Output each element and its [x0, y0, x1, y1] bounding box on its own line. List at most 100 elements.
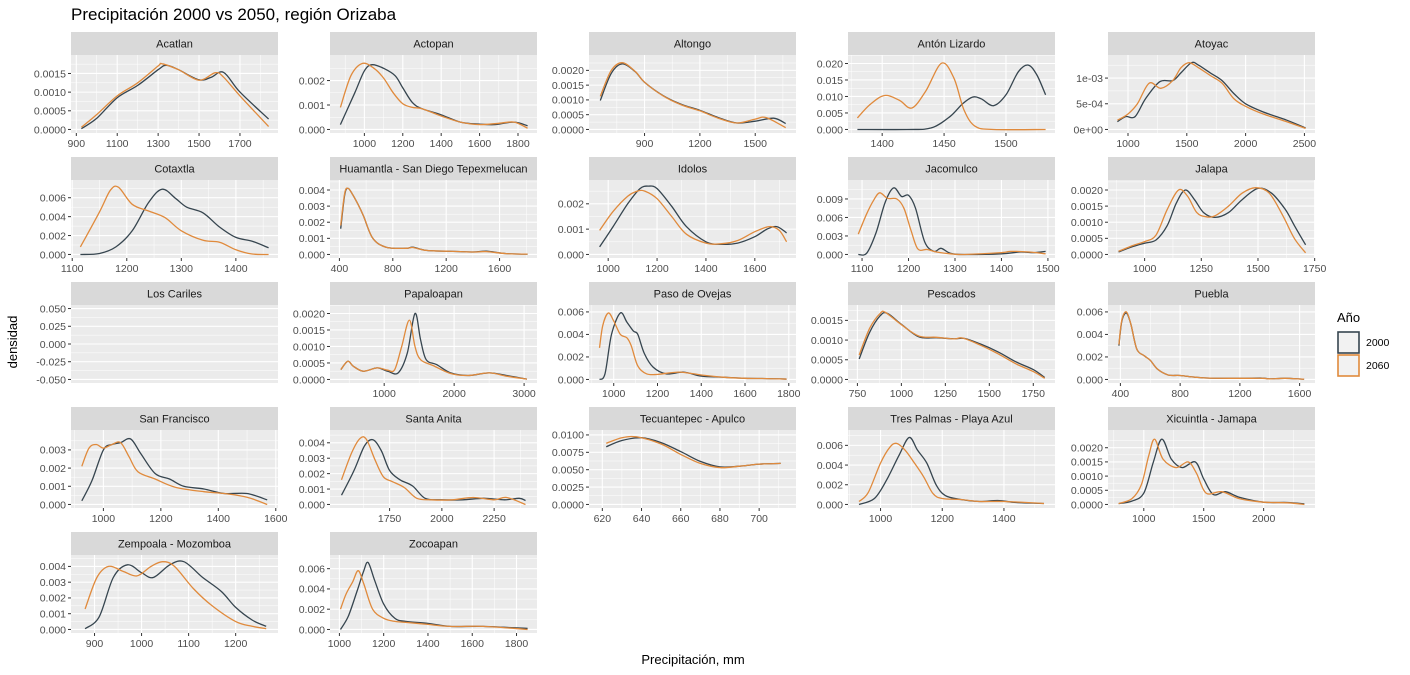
strip-label: Jalapa: [1195, 164, 1228, 176]
y-tick-label: 0.000: [40, 339, 66, 351]
density-curve-2060: [339, 570, 528, 631]
strip-label: Idolos: [678, 164, 708, 176]
legend-key-2060: [1337, 354, 1360, 377]
y-tick-label: 0.002: [299, 217, 325, 229]
x-tick-label: 1500: [1246, 263, 1270, 275]
x-tick-label: 1600: [468, 138, 492, 150]
x-tick-label: 1400: [430, 138, 454, 150]
y-tick-label: 0.001: [299, 100, 325, 112]
y-tick-label: 0.015: [817, 75, 843, 87]
y-tick-label: 0.000: [1077, 374, 1103, 386]
strip-label: Antón Lizardo: [918, 39, 986, 51]
y-tick-label: 0.0015: [293, 325, 325, 337]
panel-background: [848, 430, 1055, 508]
y-tick-label: 0.009: [817, 194, 843, 206]
x-tick-label: 1250: [1190, 263, 1214, 275]
y-tick-label: 0.0050: [552, 464, 584, 476]
y-tick-label: 0.003: [299, 201, 325, 213]
x-tick-label: 1000: [353, 138, 377, 150]
x-tick-label: 1400: [992, 513, 1016, 525]
strip-background: [330, 32, 537, 55]
legend-label-2000: 2000: [1366, 337, 1390, 349]
y-tick-label: 0.0000: [1071, 499, 1103, 511]
y-tick-label: 0.002: [1077, 352, 1103, 364]
strip-background: [71, 407, 278, 430]
density-curve-2000: [80, 188, 269, 256]
x-tick-label: 1300: [146, 138, 170, 150]
y-tick-label: 0.0015: [552, 80, 584, 92]
panel-background: [330, 555, 537, 633]
x-tick-label: 1000: [1132, 513, 1156, 525]
density-curve-2000: [857, 64, 1047, 131]
x-tick-label: 1200: [391, 138, 415, 150]
y-tick-label: 0.0000: [293, 374, 325, 386]
x-tick-label: 2250: [482, 513, 506, 525]
x-tick-label: 1200: [897, 263, 921, 275]
panel-background: [330, 55, 537, 133]
y-tick-label: 0.004: [299, 584, 325, 596]
y-tick-label: 0.0000: [811, 374, 843, 386]
panel-background: [71, 180, 278, 258]
panel-background: [330, 430, 537, 508]
y-tick-label: 0.000: [299, 124, 325, 136]
x-tick-label: 1000: [1133, 263, 1157, 275]
x-tick-label: 1500: [1175, 138, 1199, 150]
x-tick-label: 2000: [442, 388, 466, 400]
strip-label: Jacomulco: [925, 164, 978, 176]
density-curve-2000: [858, 436, 1045, 506]
strip-background: [848, 157, 1055, 180]
x-tick-label: 1200: [224, 638, 248, 650]
x-tick-label: 800: [1171, 388, 1189, 400]
x-tick-label: 1200: [688, 138, 712, 150]
x-tick-label: 1000: [92, 513, 116, 525]
strip-background: [330, 407, 537, 430]
y-axis-title: densidad: [5, 316, 20, 369]
x-tick-label: 1100: [106, 138, 129, 150]
y-tick-label: 0.000: [40, 499, 66, 511]
x-tick-label: 660: [672, 513, 690, 525]
legend-title: Año: [1337, 310, 1360, 325]
x-tick-label: 1200: [931, 513, 955, 525]
panel-pescados: Pescados 750 1000 1250 1500 1750 0.0000 0.0005 0…: [811, 282, 1055, 400]
y-tick-label: 0.0010: [811, 335, 843, 347]
strip-label: Tecuantepec - Apulco: [640, 414, 745, 426]
strip-label: Cotaxtla: [154, 164, 195, 176]
strip-label: Papaloapan: [404, 289, 463, 301]
y-tick-label: 0.000: [558, 374, 584, 386]
panel-altongo: Altongo 900 1200 1500 0.0000 0.0005 0.0010 0.00…: [552, 32, 796, 150]
density-curve-2060: [1117, 62, 1306, 130]
panel-puebla: Puebla 400 800 1200 1600 0.000 0.002 0.004 0.006: [1077, 282, 1315, 400]
x-tick-label: 1800: [505, 638, 529, 650]
density-curve-2060: [80, 62, 270, 128]
strip-background: [1108, 157, 1315, 180]
y-tick-label: 0.001: [40, 608, 66, 620]
y-tick-label: 0.0020: [293, 308, 325, 320]
density-curve-2060: [1118, 438, 1305, 506]
x-tick-label: 1200: [646, 388, 670, 400]
x-tick-label: 1400: [207, 513, 231, 525]
strip-label: San Francisco: [139, 414, 209, 426]
panel-actopan: Actopan 1000 1200 1400 1600 1800 0.000 0.001 0.0…: [299, 32, 537, 150]
panel-background: [589, 180, 796, 258]
x-tick-label: 1600: [1288, 388, 1312, 400]
x-tick-label: 1000: [1116, 138, 1140, 150]
strip-label: Paso de Ovejas: [654, 289, 732, 301]
x-tick-label: 1000: [373, 388, 397, 400]
x-tick-label: 1600: [488, 263, 512, 275]
y-tick-label: 0.001: [299, 484, 325, 496]
x-tick-label: 1200: [645, 263, 669, 275]
y-tick-label: 0.0005: [293, 358, 325, 370]
x-tick-label: 1000: [597, 263, 621, 275]
strip-background: [848, 282, 1055, 305]
strip-label: Santa Anita: [405, 414, 462, 426]
y-tick-label: 0.0005: [552, 109, 584, 121]
x-tick-label: 1000: [130, 638, 154, 650]
x-tick-label: 1250: [934, 388, 958, 400]
y-tick-label: 0.000: [40, 624, 66, 636]
y-tick-label: 0.0000: [34, 124, 66, 136]
x-tick-label: 1500: [744, 138, 768, 150]
legend-key-2000: [1337, 331, 1360, 354]
x-tick-label: 1300: [170, 263, 194, 275]
density-curve-2060: [598, 312, 787, 380]
panel-background: [1108, 180, 1315, 258]
